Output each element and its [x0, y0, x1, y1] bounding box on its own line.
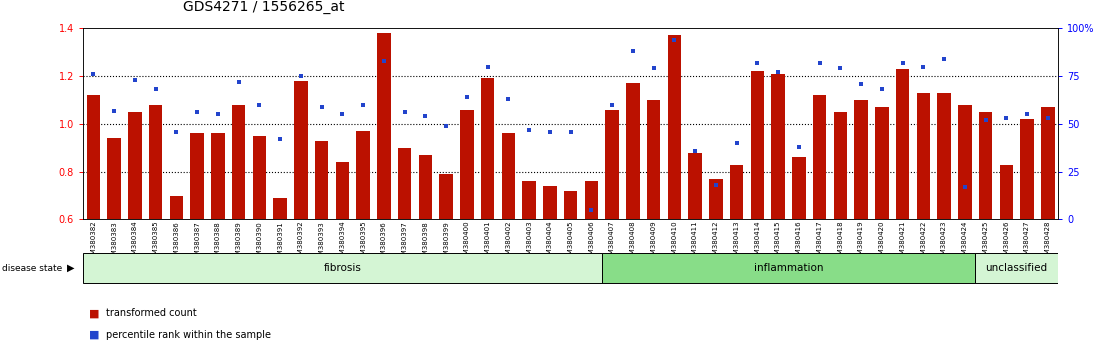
Bar: [460, 110, 473, 219]
Text: GDS4271 / 1556265_at: GDS4271 / 1556265_at: [183, 0, 345, 14]
Bar: [854, 100, 868, 219]
Text: percentile rank within the sample: percentile rank within the sample: [106, 330, 271, 339]
Bar: [398, 148, 411, 219]
Bar: [626, 83, 639, 219]
Bar: [730, 165, 743, 219]
Bar: [522, 181, 536, 219]
Bar: [170, 196, 183, 219]
Bar: [232, 105, 246, 219]
Text: ■: ■: [89, 330, 99, 339]
Bar: [148, 105, 163, 219]
Text: transformed count: transformed count: [106, 308, 197, 318]
Text: ▶: ▶: [66, 263, 74, 273]
Bar: [129, 112, 142, 219]
Bar: [771, 74, 784, 219]
Bar: [978, 112, 993, 219]
Bar: [502, 133, 515, 219]
Bar: [750, 72, 765, 219]
Bar: [481, 79, 494, 219]
Bar: [1020, 119, 1034, 219]
Bar: [253, 136, 266, 219]
Bar: [274, 198, 287, 219]
Bar: [585, 181, 598, 219]
Bar: [357, 131, 370, 219]
Text: disease state: disease state: [2, 264, 62, 273]
Bar: [1042, 107, 1055, 219]
Bar: [833, 112, 847, 219]
Bar: [895, 69, 910, 219]
Text: ■: ■: [89, 308, 99, 318]
Bar: [975, 253, 1058, 283]
Text: unclassified: unclassified: [986, 263, 1048, 273]
Bar: [875, 107, 889, 219]
Bar: [937, 93, 951, 219]
Bar: [709, 179, 722, 219]
Bar: [605, 110, 619, 219]
Bar: [999, 165, 1013, 219]
Bar: [668, 35, 681, 219]
Bar: [958, 105, 972, 219]
Bar: [191, 133, 204, 219]
Bar: [602, 253, 975, 283]
Bar: [107, 138, 121, 219]
Bar: [647, 100, 660, 219]
Text: inflammation: inflammation: [753, 263, 823, 273]
Bar: [336, 162, 349, 219]
Bar: [83, 253, 602, 283]
Bar: [212, 133, 225, 219]
Bar: [440, 174, 453, 219]
Text: fibrosis: fibrosis: [324, 263, 361, 273]
Bar: [813, 95, 827, 219]
Bar: [543, 186, 556, 219]
Bar: [792, 157, 806, 219]
Bar: [688, 153, 701, 219]
Bar: [295, 81, 308, 219]
Bar: [377, 33, 391, 219]
Bar: [86, 95, 100, 219]
Bar: [315, 141, 328, 219]
Bar: [419, 155, 432, 219]
Bar: [564, 191, 577, 219]
Bar: [916, 93, 930, 219]
